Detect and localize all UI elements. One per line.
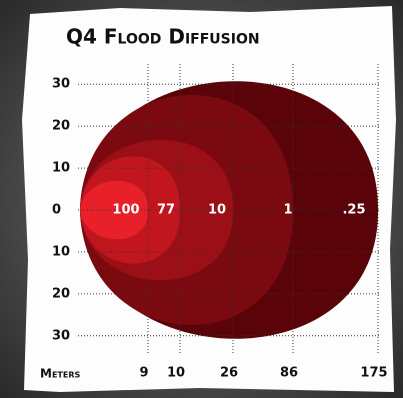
- x-tick-label: 175: [360, 366, 387, 381]
- y-tick-label: 10: [52, 244, 70, 259]
- zone-label: 1: [283, 203, 292, 218]
- y-tick-label: 30: [52, 77, 70, 92]
- x-tick-label: 9: [139, 366, 148, 381]
- y-tick-label: 0: [52, 203, 61, 218]
- x-tick-label: 10: [167, 366, 185, 381]
- zone-label: 100: [112, 203, 139, 218]
- x-axis-label: Meters: [40, 367, 80, 381]
- zone-label: .25: [342, 203, 365, 218]
- y-tick-label: 20: [52, 286, 70, 301]
- x-tick-label: 86: [280, 366, 298, 381]
- y-tick-label: 20: [52, 119, 70, 134]
- zone-label: 10: [208, 203, 226, 218]
- y-tick-label: 10: [52, 161, 70, 176]
- chart-title: Q4 Flood Diffusion: [66, 25, 260, 49]
- y-tick-label: 30: [52, 328, 70, 343]
- x-tick-label: 26: [220, 366, 238, 381]
- zone-label: 77: [157, 203, 175, 218]
